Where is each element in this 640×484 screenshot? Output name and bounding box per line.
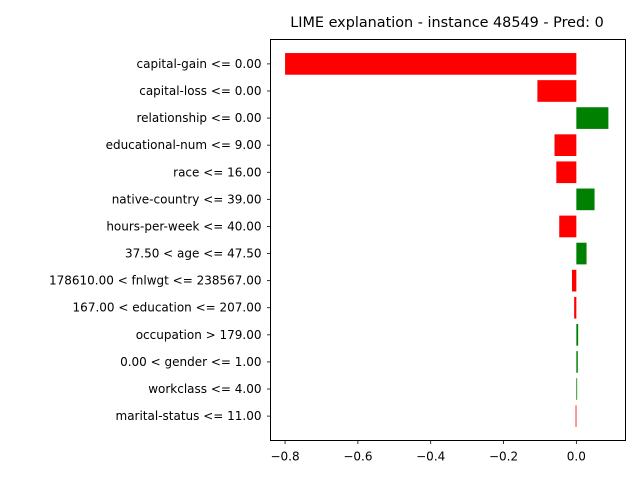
bar-12	[576, 378, 578, 400]
x-axis: −0.8 −0.6 −0.4 −0.2 0.0	[270, 440, 586, 464]
y-tick-label: capital-gain <= 0.00	[137, 57, 262, 71]
bar-0	[285, 53, 577, 75]
bar-3	[554, 134, 577, 157]
axes-frame	[270, 39, 626, 441]
bar-2	[576, 107, 609, 129]
x-tick-label: −0.2	[489, 450, 518, 464]
y-tick-labels: capital-gain <= 0.00 capital-loss <= 0.00…	[49, 57, 271, 423]
bar-5	[576, 188, 595, 211]
bar-7	[576, 242, 587, 265]
bars-group	[285, 53, 609, 427]
bar-10	[576, 323, 579, 346]
bar-8	[571, 269, 577, 292]
y-tick-label: 178610.00 < fnlwgt <= 238567.00	[49, 274, 262, 288]
bar-9	[574, 296, 577, 319]
y-tick-label: occupation > 179.00	[136, 328, 262, 342]
y-tick-label: capital-loss <= 0.00	[139, 84, 261, 98]
y-tick-label: marital-status <= 11.00	[116, 409, 262, 423]
y-tick-label: 37.50 < age <= 47.50	[125, 247, 261, 261]
y-tick-label: hours-per-week <= 40.00	[106, 219, 261, 233]
y-tick-label: workclass <= 4.00	[148, 382, 261, 396]
x-tick-label: −0.6	[343, 450, 372, 464]
y-tick-label: 0.00 < gender <= 1.00	[120, 355, 261, 369]
bar-6	[559, 215, 577, 238]
y-tick-label: native-country <= 39.00	[112, 192, 262, 206]
chart-title: LIME explanation - instance 48549 - Pred…	[290, 15, 604, 31]
y-tick-label: 167.00 < education <= 207.00	[73, 301, 262, 315]
x-tick-label: 0.0	[567, 450, 586, 464]
bar-1	[537, 80, 577, 102]
bar-4	[556, 161, 577, 184]
y-tick-label: educational-num <= 9.00	[106, 138, 262, 152]
y-tick-label: relationship <= 0.00	[137, 111, 262, 125]
bar-11	[576, 351, 578, 373]
x-tick-label: −0.8	[270, 450, 299, 464]
x-tick-label: −0.4	[416, 450, 445, 464]
y-tick-label: race <= 16.00	[173, 165, 261, 179]
bar-13	[575, 405, 577, 427]
